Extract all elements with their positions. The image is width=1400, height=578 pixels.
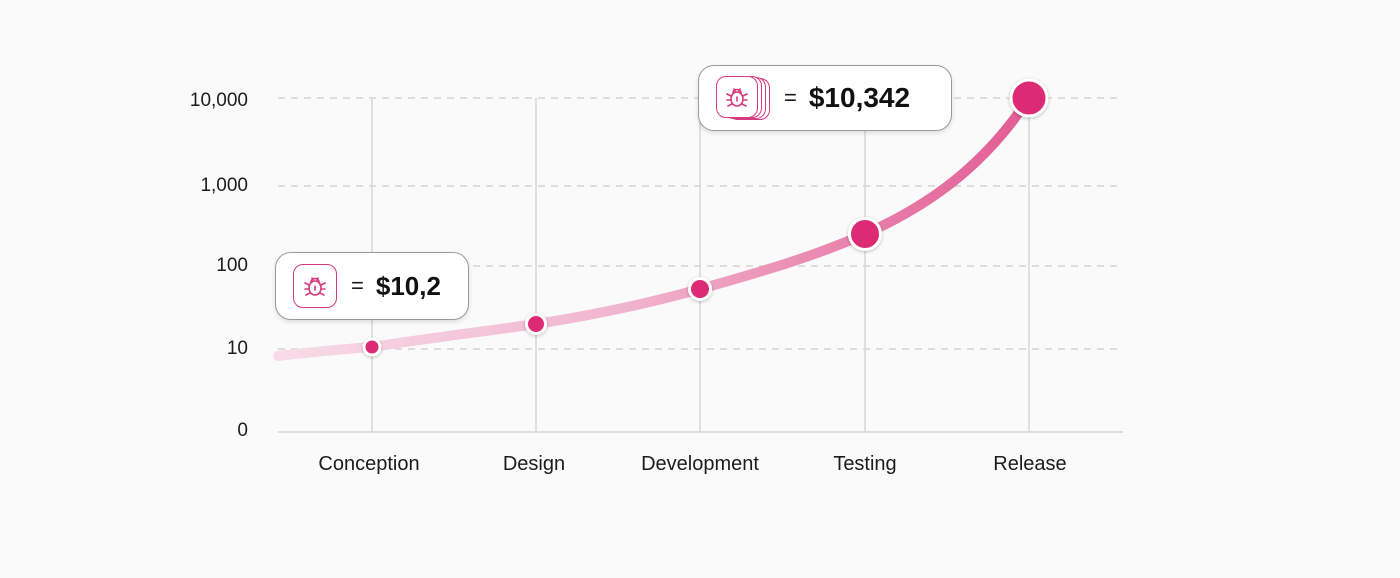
- point-conception: [362, 337, 382, 357]
- point-release: [1009, 78, 1049, 118]
- data-points: [362, 78, 1049, 357]
- y-tick-10: 10: [226, 338, 248, 359]
- bug-icon: [293, 264, 337, 308]
- equals-sign: =: [351, 273, 364, 298]
- x-label-conception: Conception: [318, 453, 420, 475]
- callout-conception-cost: = $10,2: [275, 252, 469, 320]
- equals-sign: =: [784, 85, 797, 110]
- vertical-gridlines: [371, 98, 1030, 432]
- callout-release-cost: = $10,342: [698, 65, 952, 131]
- y-tick-10000: 10,000: [189, 90, 248, 111]
- y-tick-100: 100: [216, 255, 248, 276]
- cost-value-low: $10,2: [375, 270, 441, 301]
- x-label-testing: Testing: [833, 453, 897, 475]
- stacked-bug-icon: [716, 76, 772, 120]
- x-label-development: Development: [641, 453, 759, 475]
- y-tick-1000: 1,000: [200, 175, 248, 196]
- cost-value-high: $10,342: [808, 82, 911, 113]
- point-development: [688, 277, 712, 301]
- x-label-release: Release: [993, 453, 1067, 475]
- x-label-design: Design: [502, 453, 566, 475]
- point-testing: [848, 217, 882, 251]
- y-tick-0: 0: [237, 420, 248, 441]
- point-design: [525, 313, 547, 335]
